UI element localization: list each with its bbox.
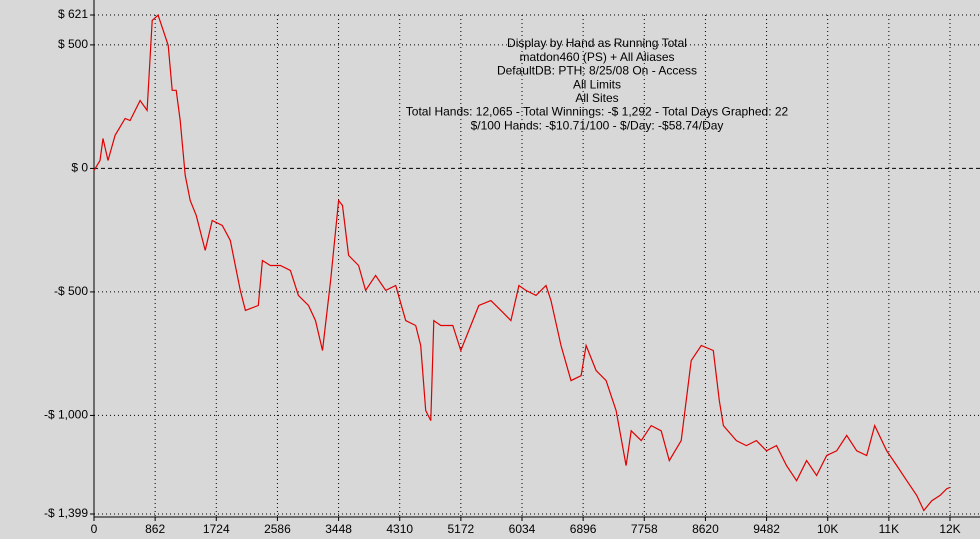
y-tick-label: -$ 500	[54, 284, 88, 298]
chart-title: Display by Hand as Running Total	[507, 36, 687, 50]
x-tick-label: 4310	[386, 522, 413, 536]
x-tick-label: 12K	[939, 522, 960, 536]
x-tick-label: 9482	[753, 522, 780, 536]
chart-subtitle: matdon460 (PS) + All Aliases	[519, 50, 674, 64]
x-tick-label: 0	[91, 522, 98, 536]
x-tick-label: 7758	[631, 522, 658, 536]
y-tick-label: $ 500	[58, 37, 88, 51]
chart-subtitle: All Sites	[575, 91, 618, 105]
chart-subtitle: Total Hands: 12,065 - Total Winnings: -$…	[406, 105, 789, 119]
chart-subtitle: DefaultDB: PTH: 8/25/08 On - Access	[497, 64, 697, 78]
x-tick-label: 5172	[448, 522, 475, 536]
x-tick-label: 1724	[203, 522, 230, 536]
x-tick-label: 11K	[879, 522, 899, 536]
chart-subtitle: $/100 Hands: -$10.71/100 - $/Day: -$58.7…	[471, 118, 724, 132]
y-tick-label: -$ 1,399	[44, 506, 88, 520]
y-tick-label: $ 621	[58, 7, 88, 21]
line-series	[93, 14, 950, 512]
x-tick-label: 6896	[570, 522, 597, 536]
x-tick-label: 6034	[509, 522, 536, 536]
y-tick-label: -$ 1,000	[44, 408, 88, 422]
x-tick-label: 10K	[817, 522, 838, 536]
x-tick-label: 862	[145, 522, 165, 536]
x-tick-label: 3448	[325, 522, 352, 536]
y-tick-label: $ 0	[71, 161, 88, 175]
x-tick-label: 8620	[692, 522, 719, 536]
chart-subtitle: All Limits	[573, 77, 621, 91]
x-tick-label: 2586	[264, 522, 291, 536]
